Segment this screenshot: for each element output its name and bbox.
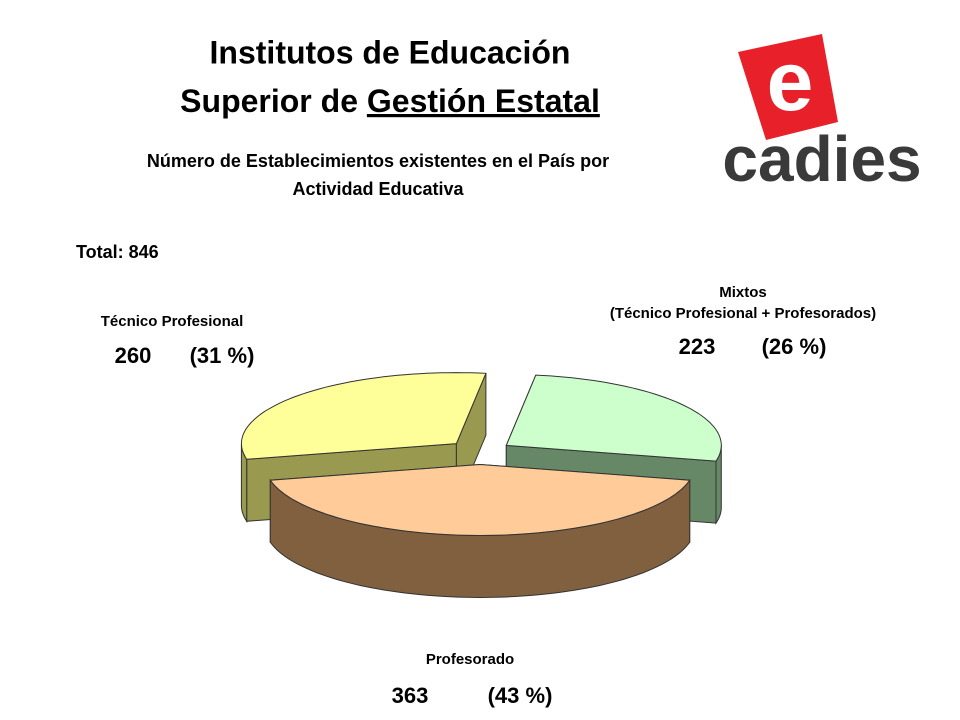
- logo-text: cadies: [722, 123, 921, 195]
- title-underlined: Gestión Estatal: [367, 83, 600, 119]
- subtitle: Número de Establecimientos existentes en…: [147, 151, 609, 171]
- category-label: Técnico Profesional: [101, 313, 244, 330]
- logo-mark: e: [767, 34, 814, 128]
- slice: [269, 463, 691, 537]
- value-label: 260: [115, 343, 152, 368]
- category-label: Mixtos: [719, 284, 767, 301]
- logo: e cadies: [722, 34, 922, 195]
- value-label: 363: [392, 683, 429, 708]
- percent-label: (31 %): [190, 343, 255, 368]
- logo-mark-bg: [738, 34, 838, 140]
- total-label: Total: 846: [76, 242, 159, 262]
- value-label: 223: [679, 334, 716, 359]
- title-part: Superior de: [180, 83, 358, 119]
- category-label: (Técnico Profesional + Profesorados): [610, 305, 876, 322]
- percent-label: (43 %): [488, 683, 553, 708]
- slice: [505, 374, 722, 462]
- slice: [241, 372, 487, 460]
- percent-label: (26 %): [762, 334, 827, 359]
- title-line: Institutos de Educación: [210, 34, 571, 70]
- category-label: Profesorado: [426, 651, 514, 668]
- title-line: Superior de Gestión Estatal: [180, 83, 600, 119]
- subtitle: Actividad Educativa: [292, 179, 464, 199]
